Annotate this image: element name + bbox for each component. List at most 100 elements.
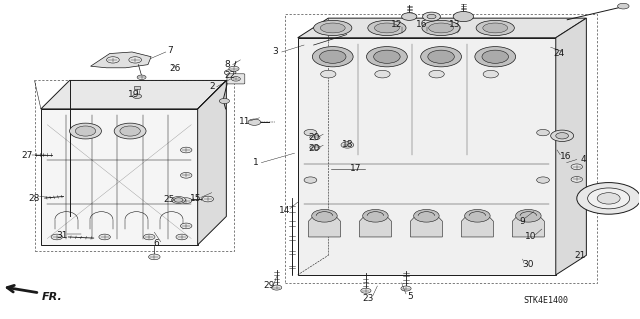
Text: 16: 16 (559, 152, 571, 161)
Circle shape (361, 288, 371, 293)
Circle shape (120, 126, 140, 136)
Circle shape (99, 234, 110, 240)
Circle shape (172, 197, 186, 204)
Polygon shape (41, 109, 198, 245)
Circle shape (420, 47, 461, 67)
Circle shape (429, 70, 444, 78)
Circle shape (319, 50, 346, 63)
Circle shape (220, 99, 230, 104)
Circle shape (180, 173, 192, 178)
Text: 14: 14 (279, 206, 291, 215)
Text: 4: 4 (580, 155, 586, 164)
Circle shape (114, 123, 146, 139)
Circle shape (312, 210, 337, 222)
Circle shape (475, 47, 516, 67)
Text: 30: 30 (522, 260, 534, 269)
Circle shape (137, 75, 146, 79)
Circle shape (571, 164, 582, 170)
Polygon shape (91, 52, 151, 68)
Text: 5: 5 (408, 292, 413, 300)
Text: FR.: FR. (42, 292, 62, 302)
Text: 16: 16 (416, 20, 428, 29)
Ellipse shape (374, 23, 399, 33)
Circle shape (482, 50, 509, 63)
Polygon shape (198, 80, 227, 245)
Ellipse shape (476, 20, 515, 35)
Circle shape (248, 119, 260, 125)
Circle shape (202, 196, 214, 202)
Text: 10: 10 (525, 233, 536, 241)
Polygon shape (298, 38, 556, 275)
Circle shape (180, 223, 192, 229)
Circle shape (174, 198, 183, 202)
Polygon shape (556, 18, 586, 275)
Text: 22: 22 (224, 71, 235, 80)
Circle shape (70, 123, 101, 139)
Text: 15: 15 (190, 194, 202, 203)
Text: 8: 8 (225, 60, 230, 69)
Ellipse shape (422, 20, 460, 35)
Circle shape (465, 210, 490, 222)
Polygon shape (513, 216, 544, 237)
Ellipse shape (429, 23, 454, 33)
Polygon shape (41, 80, 227, 109)
Circle shape (232, 77, 241, 81)
Circle shape (483, 70, 499, 78)
Circle shape (363, 210, 388, 222)
Circle shape (341, 142, 354, 148)
Text: 28: 28 (29, 194, 40, 203)
Circle shape (516, 210, 541, 222)
Circle shape (618, 3, 629, 9)
Circle shape (577, 182, 640, 214)
Text: STK4E1400: STK4E1400 (524, 296, 569, 305)
Ellipse shape (320, 23, 345, 33)
Circle shape (537, 177, 549, 183)
Circle shape (106, 57, 119, 63)
Circle shape (132, 94, 141, 99)
Ellipse shape (314, 20, 352, 35)
Circle shape (453, 11, 474, 22)
Circle shape (304, 177, 317, 183)
Polygon shape (461, 216, 493, 237)
Circle shape (375, 70, 390, 78)
Circle shape (76, 126, 96, 136)
Circle shape (597, 193, 620, 204)
Text: 25: 25 (163, 196, 175, 204)
Circle shape (422, 12, 440, 21)
Text: 13: 13 (449, 20, 461, 29)
Circle shape (367, 47, 407, 67)
Polygon shape (410, 216, 442, 237)
Polygon shape (308, 216, 340, 237)
Circle shape (176, 234, 188, 240)
Text: 3: 3 (273, 48, 278, 56)
Polygon shape (360, 216, 392, 237)
Circle shape (180, 147, 192, 153)
Text: 9: 9 (520, 217, 525, 226)
Text: 6: 6 (154, 240, 159, 249)
Circle shape (129, 57, 141, 63)
Text: 2: 2 (209, 82, 214, 91)
FancyBboxPatch shape (227, 74, 245, 84)
Circle shape (588, 188, 630, 209)
Circle shape (180, 198, 192, 204)
Text: 20: 20 (308, 133, 319, 142)
Circle shape (427, 14, 436, 19)
Bar (134, 86, 140, 89)
Text: 12: 12 (391, 20, 402, 29)
Text: 23: 23 (362, 293, 374, 302)
Text: 1: 1 (253, 158, 259, 167)
Circle shape (148, 254, 160, 260)
Circle shape (51, 234, 63, 240)
Circle shape (304, 130, 317, 136)
Text: 20: 20 (308, 144, 319, 153)
Circle shape (321, 70, 336, 78)
Circle shape (537, 130, 549, 136)
Text: 19: 19 (128, 91, 140, 100)
Circle shape (401, 13, 417, 20)
Ellipse shape (368, 20, 406, 35)
Circle shape (401, 286, 411, 291)
Circle shape (229, 66, 239, 71)
Circle shape (374, 50, 400, 63)
Polygon shape (298, 18, 586, 38)
Text: 24: 24 (554, 49, 564, 58)
